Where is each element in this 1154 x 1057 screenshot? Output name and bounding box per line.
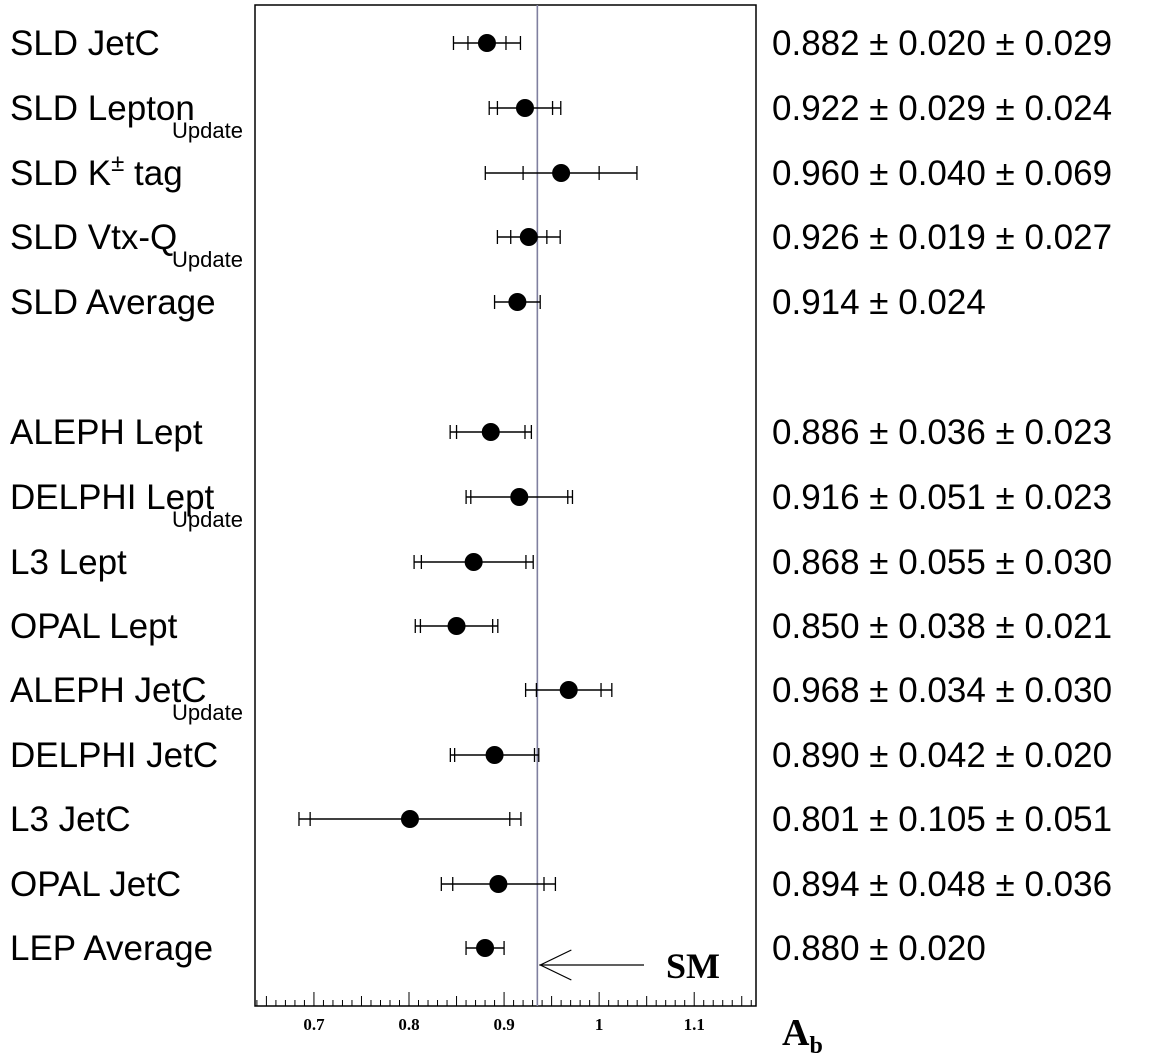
measurement-value-text: 0.894 ± 0.048 ± 0.036	[772, 865, 1112, 904]
measurement-label-text: OPAL Lept	[10, 607, 178, 646]
measurement-label: SLD K± tag	[10, 150, 183, 193]
measurement-label: ALEPH JetC	[10, 671, 206, 710]
measurement-label-text: DELPHI JetC	[10, 736, 218, 775]
measurement-value-text: 0.916 ± 0.051 ± 0.023	[772, 478, 1112, 517]
data-point	[515, 99, 534, 117]
data-point	[510, 488, 529, 506]
measurement-label-text: SLD K	[10, 154, 111, 193]
measurement-label: DELPHI JetC	[10, 736, 218, 775]
data-point	[481, 423, 500, 441]
measurement-label-text: ALEPH JetC	[10, 671, 206, 710]
sm-label: SM	[666, 946, 720, 986]
measurement-value-text: 0.886 ± 0.036 ± 0.023	[772, 413, 1112, 452]
x-axis-title-main: A	[782, 1012, 810, 1054]
measurement-label: OPAL Lept	[10, 607, 178, 646]
measurement-label: SLD Lepton	[10, 89, 195, 128]
data-point	[477, 34, 496, 52]
measurement-label-text: LEP Average	[10, 929, 213, 968]
measurement-label: SLD JetC	[10, 24, 160, 63]
measurement-label: SLD Average	[10, 283, 216, 322]
data-point	[489, 875, 508, 893]
measurement-label: DELPHI Lept	[10, 478, 215, 517]
measurement-value-text: 0.922 ± 0.029 ± 0.024	[772, 89, 1112, 128]
measurement-label-text: SLD Lepton	[10, 89, 195, 128]
sm-arrow-head	[538, 949, 572, 981]
measurement-label-text: SLD Average	[10, 283, 216, 322]
measurement-label: L3 JetC	[10, 800, 131, 839]
update-note: Update	[172, 507, 243, 532]
measurement-label: LEP Average	[10, 929, 213, 968]
x-tick-label: 0.7	[303, 1015, 325, 1034]
measurement-label-text: L3 Lept	[10, 543, 127, 582]
x-axis: 0.7 0.8 0.9 1 1.1	[256, 992, 752, 1034]
measurement-value-text: 0.890 ± 0.042 ± 0.020	[772, 736, 1112, 775]
x-axis-title: Ab	[782, 1012, 823, 1057]
measurement-label-text: ALEPH Lept	[10, 413, 203, 452]
update-note: Update	[172, 247, 243, 272]
measurement-value-text: 0.801 ± 0.105 ± 0.051	[772, 800, 1112, 839]
measurement-value-text: 0.960 ± 0.040 ± 0.069	[772, 154, 1112, 193]
measurement-label: ALEPH Lept	[10, 413, 203, 452]
measurement-value-text: 0.880 ± 0.020	[772, 929, 986, 968]
measurement-label-sup: ±	[111, 150, 124, 177]
measurement-value-text: 0.850 ± 0.038 ± 0.021	[772, 607, 1112, 646]
plot-frame	[254, 4, 757, 1007]
x-tick-label: 0.8	[398, 1015, 419, 1034]
measurement-value-text: 0.882 ± 0.020 ± 0.029	[772, 24, 1112, 63]
measurement-label-text: SLD Vtx-Q	[10, 218, 177, 257]
measurement-label: SLD Vtx-Q	[10, 218, 177, 257]
data-point	[447, 617, 466, 635]
measurement-value-text: 0.968 ± 0.034 ± 0.030	[772, 671, 1112, 710]
measurement-label-text: SLD JetC	[10, 24, 160, 63]
data-marks	[298, 5, 644, 1006]
x-tick-label: 0.9	[493, 1015, 514, 1034]
plot-area: 0.7 0.8 0.9 1 1.1	[254, 4, 757, 1034]
data-point	[464, 553, 483, 571]
data-point	[400, 810, 419, 828]
measurement-value-text: 0.926 ± 0.019 ± 0.027	[772, 218, 1112, 257]
measurement-label-text: L3 JetC	[10, 800, 131, 839]
measurement-label: L3 Lept	[10, 543, 127, 582]
update-note: Update	[172, 118, 243, 143]
data-point	[476, 939, 495, 957]
data-point	[559, 681, 578, 699]
data-point	[519, 228, 538, 246]
update-note: Update	[172, 700, 243, 725]
x-tick-label: 1.1	[684, 1015, 705, 1034]
data-point	[485, 746, 504, 764]
measurement-label-suffix: tag	[124, 154, 182, 193]
measurement-value-text: 0.868 ± 0.055 ± 0.030	[772, 543, 1112, 582]
measurement-label: OPAL JetC	[10, 865, 181, 904]
x-axis-title-subscript: b	[809, 1033, 822, 1057]
measurement-values: 0.882 ± 0.020 ± 0.029 0.922 ± 0.029 ± 0.0…	[772, 24, 1112, 968]
measurement-label-text: OPAL JetC	[10, 865, 181, 904]
measurement-label-text: DELPHI Lept	[10, 478, 215, 517]
x-tick-label: 1	[595, 1015, 604, 1034]
data-point	[508, 293, 527, 311]
measurement-value-text: 0.914 ± 0.024	[772, 283, 986, 322]
data-point	[552, 164, 571, 182]
